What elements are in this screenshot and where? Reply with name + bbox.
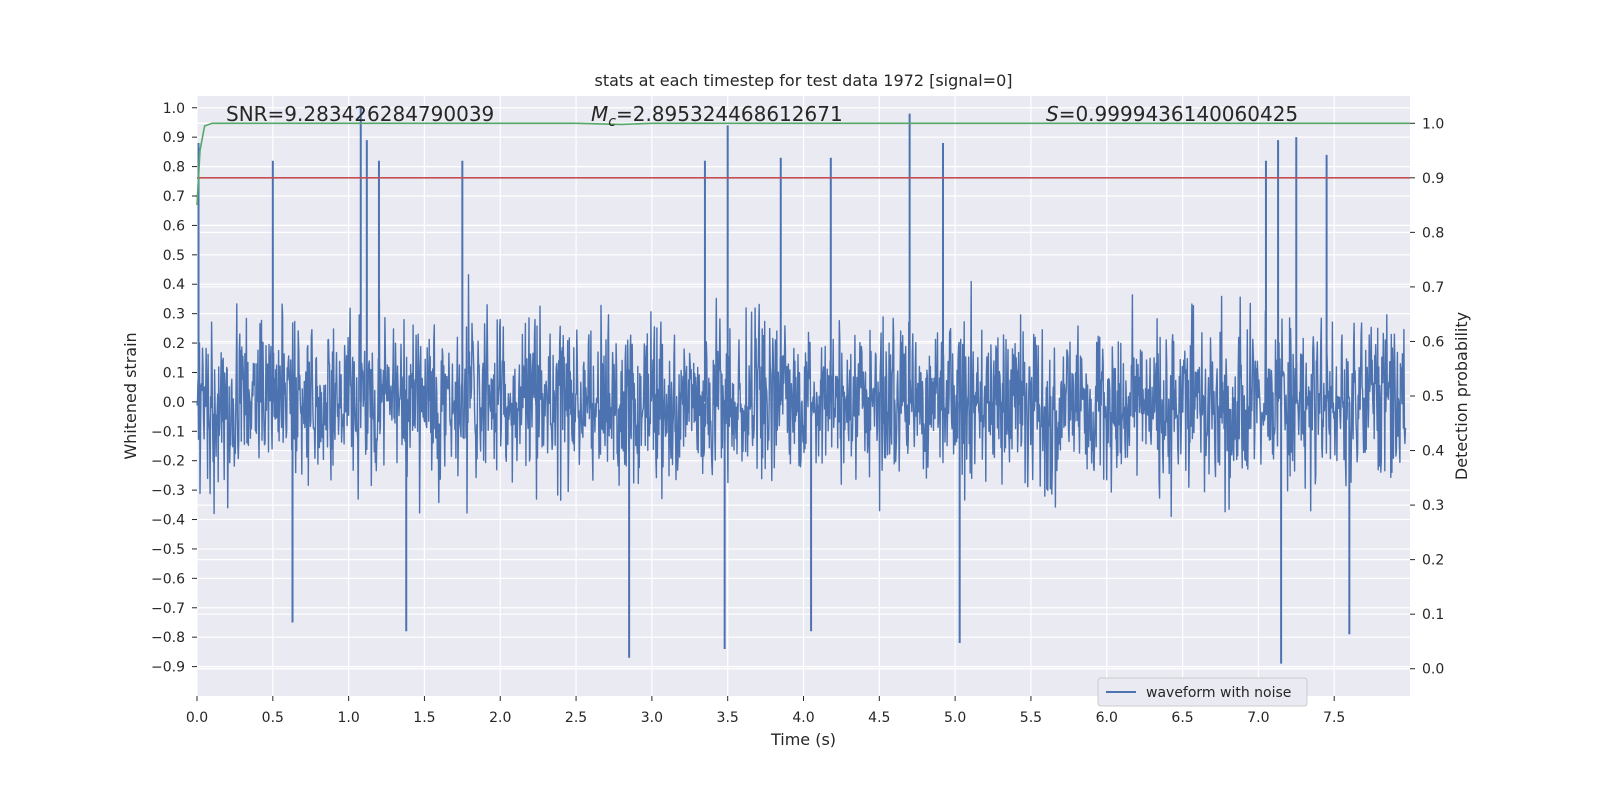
y-tick-label: 0.4 bbox=[163, 277, 185, 293]
y2-tick-labels: 0.0 0.1 0.2 0.3 0.4 0.5 0.6 0.7 0.8 0.9 1.0 bbox=[1410, 116, 1444, 678]
y-tick-label: −0.9 bbox=[151, 660, 185, 676]
y-tick-label: 0.2 bbox=[163, 336, 185, 352]
y2-tick-label: 0.8 bbox=[1422, 225, 1444, 241]
x-tick-label: 4.5 bbox=[868, 710, 890, 726]
x-tick-label: 2.5 bbox=[565, 710, 587, 726]
x-tick-label: 3.5 bbox=[717, 710, 739, 726]
y2-tick-label: 0.2 bbox=[1422, 553, 1444, 569]
x-tick-label: 7.5 bbox=[1323, 710, 1345, 726]
y-tick-label: 0.5 bbox=[163, 248, 185, 264]
y-tick-label: 0.9 bbox=[163, 130, 185, 146]
y-tick-label: 0.8 bbox=[163, 160, 185, 176]
x-tick-label: 4.0 bbox=[792, 710, 814, 726]
y2-tick-label: 0.7 bbox=[1422, 280, 1444, 296]
y-tick-label: −0.3 bbox=[151, 483, 185, 499]
s-symbol: S bbox=[1046, 102, 1059, 126]
x-tick-labels: 0.0 0.5 1.0 1.5 2.0 2.5 3.0 3.5 4.0 4.5 5.0 5.5 6.0 6… bbox=[186, 696, 1345, 726]
y-tick-label: 0.3 bbox=[163, 307, 185, 323]
s-annotation: S=0.9999436140060425 bbox=[1046, 102, 1298, 126]
mc-value: =2.895324468612671 bbox=[616, 102, 843, 126]
y2-tick-label: 0.3 bbox=[1422, 498, 1444, 514]
x-tick-label: 5.0 bbox=[944, 710, 966, 726]
s-value: =0.9999436140060425 bbox=[1059, 102, 1298, 126]
chart-title: stats at each timestep for test data 197… bbox=[594, 71, 1012, 90]
mc-subscript: c bbox=[608, 114, 616, 130]
y-tick-label: −0.1 bbox=[151, 424, 185, 440]
legend-label-waveform: waveform with noise bbox=[1146, 685, 1291, 701]
y2-tick-label: 1.0 bbox=[1422, 116, 1444, 132]
y-tick-label: −0.5 bbox=[151, 542, 185, 558]
y2-tick-label: 0.6 bbox=[1422, 334, 1444, 350]
y-tick-label: 0.1 bbox=[163, 365, 185, 381]
x-tick-label: 1.5 bbox=[413, 710, 435, 726]
waveform-line bbox=[196, 274, 1407, 518]
y-tick-label: −0.6 bbox=[151, 571, 185, 587]
y-tick-label: −0.8 bbox=[151, 630, 185, 646]
y-tick-labels: −0.9 −0.8 −0.7 −0.6 −0.5 −0.4 −0.3 −0.2 −0.1 0.0 0… bbox=[151, 101, 197, 676]
x-tick-label: 7.0 bbox=[1247, 710, 1269, 726]
x-axis-label: Time (s) bbox=[770, 730, 836, 749]
x-tick-label: 5.5 bbox=[1020, 710, 1042, 726]
x-tick-label: 2.0 bbox=[489, 710, 511, 726]
waveform-series bbox=[196, 107, 1407, 664]
y-axis-label: Whitened strain bbox=[121, 332, 140, 459]
y-tick-label: −0.7 bbox=[151, 601, 185, 617]
y-tick-label: 0.7 bbox=[163, 189, 185, 205]
y-tick-label: 0.0 bbox=[163, 395, 185, 411]
x-tick-label: 3.0 bbox=[641, 710, 663, 726]
mc-symbol: M bbox=[591, 102, 608, 126]
y-tick-label: −0.4 bbox=[151, 513, 185, 529]
x-tick-label: 6.5 bbox=[1171, 710, 1193, 726]
snr-annotation: SNR=9.283426284790039 bbox=[226, 102, 494, 126]
y2-tick-label: 0.1 bbox=[1422, 607, 1444, 623]
x-tick-label: 1.0 bbox=[337, 710, 359, 726]
x-tick-label: 0.5 bbox=[262, 710, 284, 726]
y2-tick-label: 0.5 bbox=[1422, 389, 1444, 405]
legend: waveform with noise bbox=[1097, 677, 1308, 707]
y-tick-label: 0.6 bbox=[163, 218, 185, 234]
x-tick-label: 0.0 bbox=[186, 710, 208, 726]
probability-series-line bbox=[196, 122, 1410, 206]
y2-axis-label: Detection probability bbox=[1452, 312, 1471, 480]
y-tick-label: 1.0 bbox=[163, 101, 185, 117]
x-tick-label: 6.0 bbox=[1096, 710, 1118, 726]
chirp-mass-annotation: Mc=2.895324468612671 bbox=[591, 102, 843, 130]
y2-tick-label: 0.0 bbox=[1422, 662, 1444, 678]
y-tick-label: −0.2 bbox=[151, 454, 185, 470]
legend-box bbox=[1097, 677, 1308, 707]
y2-tick-label: 0.4 bbox=[1422, 444, 1444, 460]
y2-tick-label: 0.9 bbox=[1422, 171, 1444, 187]
